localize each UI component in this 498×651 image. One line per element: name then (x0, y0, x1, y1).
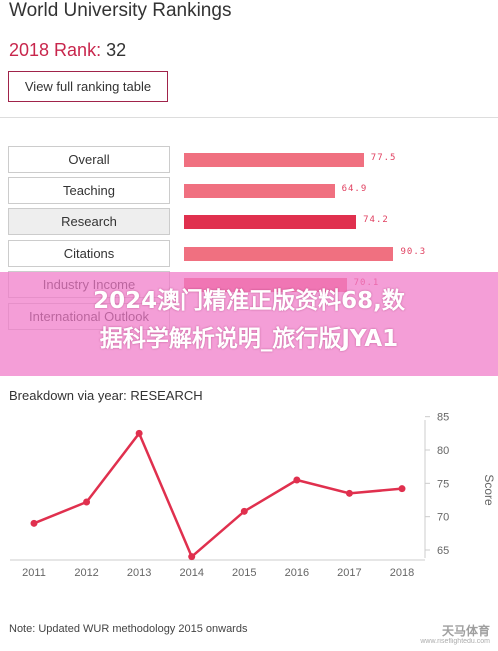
rank-display: 2018 Rank: 32 (9, 40, 126, 61)
series-line (33, 430, 403, 559)
promo-line-2: 据科学解析说明_旅行版JYA1 (99, 326, 399, 352)
metric-bar (184, 153, 364, 167)
metric-value: 74.2 (363, 215, 389, 225)
x-tick-label: 2016 (285, 567, 309, 579)
view-full-ranking-button[interactable]: View full ranking table (8, 71, 168, 102)
rank-value: 32 (106, 40, 127, 60)
data-point[interactable] (398, 485, 406, 493)
metric-value: 64.9 (341, 184, 368, 194)
x-tick-label: 2014 (179, 567, 203, 579)
research-line-chart: 65 70 75 80 85 Score 2011 2012 2013 2014 2015 2016 2… (10, 412, 496, 579)
y-tick-label: 65 (437, 545, 449, 557)
metric-bar (184, 215, 357, 229)
watermark-logo: 天马体育 (441, 624, 490, 638)
promo-overlay (0, 272, 498, 376)
methodology-note: Note: Updated WUR methodology 2015 onwar… (9, 623, 248, 635)
data-point[interactable] (135, 429, 143, 437)
metric-button-research[interactable]: Research (8, 208, 170, 235)
watermark-url: www.riseflightedu.com (420, 638, 490, 645)
x-tick-label: 2017 (337, 567, 361, 579)
data-point[interactable] (293, 476, 301, 484)
metric-value: 90.3 (400, 247, 427, 257)
data-point[interactable] (188, 553, 196, 561)
x-tick-label: 2015 (232, 567, 256, 579)
promo-line-1: 2024澳门精准正版资料68,数 (93, 288, 405, 314)
promo-overlay-text: 2024澳门精准正版资料68,数 据科学解析说明_旅行版JYA1 (0, 282, 498, 358)
data-point[interactable] (345, 489, 353, 497)
y-tick-label: 75 (437, 478, 449, 490)
y-tick-label: 80 (437, 445, 449, 457)
data-point[interactable] (83, 498, 91, 506)
divider (0, 117, 498, 118)
page-title: World University Rankings (9, 0, 232, 21)
x-tick-label: 2013 (127, 567, 151, 579)
x-tick-label: 2011 (22, 567, 46, 579)
y-tick-label: 70 (437, 512, 449, 524)
metric-bar (184, 247, 394, 261)
y-axis-label: Score (482, 474, 496, 506)
x-tick-label: 2012 (74, 567, 98, 579)
data-point[interactable] (30, 519, 38, 527)
metric-button-overall[interactable]: Overall (8, 146, 170, 173)
y-tick-label: 85 (437, 412, 449, 424)
metric-button-citations[interactable]: Citations (8, 240, 170, 267)
breakdown-title: Breakdown via year: RESEARCH (9, 388, 203, 403)
metric-button-teaching[interactable]: Teaching (8, 177, 170, 204)
metric-bar (184, 184, 335, 198)
data-point[interactable] (240, 507, 248, 515)
metric-value: 77.5 (370, 153, 397, 163)
x-tick-label: 2018 (390, 567, 414, 579)
rank-label: 2018 Rank: (9, 40, 102, 60)
